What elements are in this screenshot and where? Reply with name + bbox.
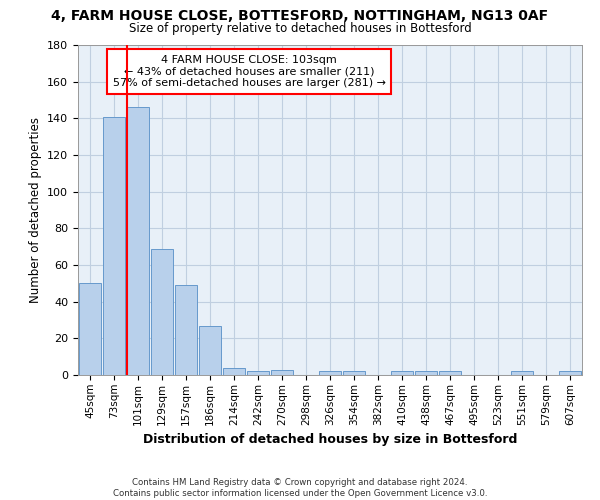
Bar — [175, 285, 197, 375]
Bar — [103, 116, 125, 375]
Bar — [247, 372, 269, 375]
Bar — [391, 372, 413, 375]
X-axis label: Distribution of detached houses by size in Bottesford: Distribution of detached houses by size … — [143, 433, 517, 446]
Text: 4, FARM HOUSE CLOSE, BOTTESFORD, NOTTINGHAM, NG13 0AF: 4, FARM HOUSE CLOSE, BOTTESFORD, NOTTING… — [52, 9, 548, 23]
Text: Contains HM Land Registry data © Crown copyright and database right 2024.
Contai: Contains HM Land Registry data © Crown c… — [113, 478, 487, 498]
Bar — [199, 326, 221, 375]
Bar — [271, 370, 293, 375]
Bar — [127, 108, 149, 375]
Bar — [415, 372, 437, 375]
Bar — [559, 372, 581, 375]
Bar — [439, 372, 461, 375]
Bar — [79, 284, 101, 375]
Bar — [343, 372, 365, 375]
Bar — [223, 368, 245, 375]
Y-axis label: Number of detached properties: Number of detached properties — [29, 117, 41, 303]
Text: Size of property relative to detached houses in Bottesford: Size of property relative to detached ho… — [128, 22, 472, 35]
Text: 4 FARM HOUSE CLOSE: 103sqm
← 43% of detached houses are smaller (211)
57% of sem: 4 FARM HOUSE CLOSE: 103sqm ← 43% of deta… — [113, 55, 386, 88]
Bar — [319, 372, 341, 375]
Bar — [511, 372, 533, 375]
Bar — [151, 248, 173, 375]
